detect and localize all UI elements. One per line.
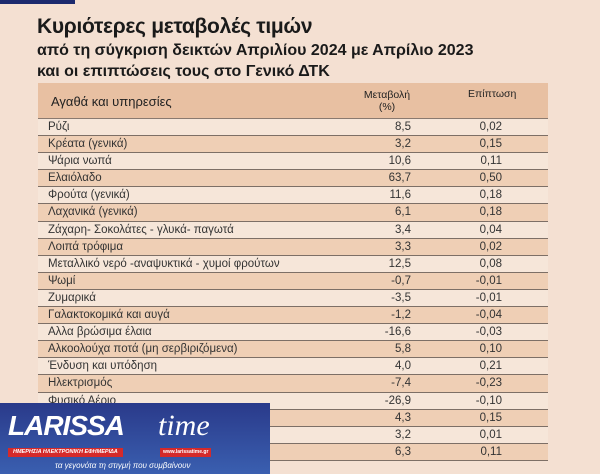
subtitle-1: από τη σύγκριση δεικτών Απριλίου 2024 με… bbox=[37, 42, 474, 59]
change-value: -7,4 bbox=[391, 377, 411, 390]
logo-name2: time bbox=[158, 409, 210, 442]
logo-url: www.larissatime.gr bbox=[160, 448, 212, 457]
impact-value: 0,15 bbox=[479, 138, 502, 151]
change-value: 6,1 bbox=[395, 206, 411, 219]
header-change: Μεταβολή (%) bbox=[363, 89, 411, 113]
change-value: -1,2 bbox=[391, 309, 411, 322]
item-name: Φρούτα (γενικά) bbox=[48, 189, 130, 202]
change-value: 6,3 bbox=[395, 445, 411, 458]
impact-value: -0,23 bbox=[475, 377, 502, 390]
top-accent-bar bbox=[0, 0, 75, 4]
impact-value: 0,21 bbox=[479, 360, 502, 373]
change-value: 10,6 bbox=[388, 155, 411, 168]
change-value: 3,2 bbox=[395, 428, 411, 441]
larissatime-logo: LARISSA time ΗΜΕΡΗΣΙΑ ΗΛΕΚΤΡΟΝΙΚΗ ΕΦΗΜΕΡ… bbox=[0, 403, 270, 474]
change-value: 4,0 bbox=[395, 360, 411, 373]
change-value: 11,6 bbox=[389, 189, 411, 202]
item-name: Ψάρια νωπά bbox=[48, 155, 112, 168]
item-name: Ένδυση και υπόδηση bbox=[48, 360, 158, 373]
impact-value: 0,01 bbox=[479, 428, 502, 441]
change-value: 63,7 bbox=[388, 172, 411, 185]
impact-value: -0,10 bbox=[475, 394, 502, 407]
impact-value: -0,01 bbox=[475, 291, 502, 304]
item-name: Ελαιόλαδο bbox=[48, 172, 102, 185]
table-row: Μεταλλικό νερό -αναψυκτικά - χυμοί φρούτ… bbox=[38, 255, 548, 273]
item-name: Ζυμαρικά bbox=[48, 291, 96, 304]
impact-value: 0,50 bbox=[479, 172, 502, 185]
change-value: -26,9 bbox=[384, 394, 411, 407]
item-name: Ψωμί bbox=[48, 274, 76, 287]
item-name: Αλλα βρώσιμα έλαια bbox=[48, 326, 152, 339]
change-value: -0,7 bbox=[391, 274, 411, 287]
change-value: 3,2 bbox=[395, 138, 411, 151]
table-row: Φρούτα (γενικά) 11,6 0,18 bbox=[38, 187, 548, 205]
item-name: Ρύζι bbox=[48, 121, 70, 133]
table-row: Λοιπά τρόφιμα 3,3 0,02 bbox=[38, 238, 548, 256]
impact-value: 0,18 bbox=[479, 189, 502, 202]
table-header: Αγαθά και υπηρεσίες Μεταβολή (%) Επίπτωσ… bbox=[38, 83, 548, 119]
header-goods: Αγαθά και υπηρεσίες bbox=[51, 94, 172, 109]
impact-value: 0,04 bbox=[479, 223, 502, 236]
impact-value: 0,11 bbox=[480, 445, 502, 458]
item-name: Μεταλλικό νερό -αναψυκτικά - χυμοί φρούτ… bbox=[48, 257, 280, 270]
table-row: Γαλακτοκομικά και αυγά -1,2 -0,04 bbox=[38, 307, 548, 325]
table-row: Κρέατα (γενικά) 3,2 0,15 bbox=[38, 136, 548, 154]
item-name: Ηλεκτρισμός bbox=[48, 377, 113, 390]
impact-value: -0,04 bbox=[475, 309, 502, 322]
table-row: Λαχανικά (γενικά) 6,1 0,18 bbox=[38, 204, 548, 222]
subtitle-2: και οι επιπτώσεις τους στο Γενικό ΔΤΚ bbox=[37, 63, 330, 80]
change-value: -16,6 bbox=[384, 326, 411, 339]
table-row: Ρύζι 8,5 0,02 bbox=[38, 119, 548, 137]
change-value: 5,8 bbox=[395, 343, 411, 356]
item-name: Κρέατα (γενικά) bbox=[48, 138, 128, 151]
impact-value: 0,02 bbox=[479, 121, 502, 133]
logo-slogan: τα γεγονότα τη στιγμή που συμβαίνουν bbox=[55, 461, 191, 470]
change-value: 3,4 bbox=[395, 223, 411, 236]
logo-name: LARISSA bbox=[8, 410, 125, 441]
table-row: Ελαιόλαδο 63,7 0,50 bbox=[38, 170, 548, 188]
item-name: Ζάχαρη- Σοκολάτες - γλυκά- παγωτά bbox=[48, 223, 234, 236]
impact-value: 0,10 bbox=[479, 343, 502, 356]
impact-value: 0,02 bbox=[479, 240, 502, 253]
impact-value: 0,11 bbox=[480, 155, 502, 168]
change-value: 8,5 bbox=[395, 121, 411, 133]
item-name: Αλκοολούχα ποτά (μη σερβιριζόμενα) bbox=[48, 343, 238, 356]
table-row: Ψωμί -0,7 -0,01 bbox=[38, 272, 548, 290]
change-value: 12,5 bbox=[388, 257, 411, 270]
logo-tagline: ΗΜΕΡΗΣΙΑ ΗΛΕΚΤΡΟΝΙΚΗ ΕΦΗΜΕΡΙΔΑ bbox=[8, 448, 123, 457]
impact-value: 0,18 bbox=[479, 206, 502, 219]
impact-value: -0,03 bbox=[475, 326, 502, 339]
page-title: Κυριότερες μεταβολές τιμών bbox=[37, 15, 313, 38]
header-impact: Επίπτωση bbox=[468, 88, 517, 100]
table-row: Αλκοολούχα ποτά (μη σερβιριζόμενα) 5,8 0,1… bbox=[38, 341, 548, 359]
item-name: Λαχανικά (γενικά) bbox=[48, 206, 138, 219]
table-row: Αλλα βρώσιμα έλαια -16,6 -0,03 bbox=[38, 324, 548, 342]
table-row: Ζυμαρικά -3,5 -0,01 bbox=[38, 289, 548, 308]
item-name: Γαλακτοκομικά και αυγά bbox=[48, 309, 170, 322]
table-row: Ζάχαρη- Σοκολάτες - γλυκά- παγωτά 3,4 0,04 bbox=[38, 221, 548, 239]
change-value: 3,3 bbox=[395, 240, 411, 253]
impact-value: 0,08 bbox=[479, 257, 502, 270]
table-row: Ηλεκτρισμός -7,4 -0,23 bbox=[38, 375, 548, 393]
change-value: -3,5 bbox=[391, 291, 411, 304]
impact-value: 0,15 bbox=[479, 411, 502, 424]
table-row: Ένδυση και υπόδηση 4,0 0,21 bbox=[38, 358, 548, 376]
change-value: 4,3 bbox=[395, 411, 411, 424]
table-row: Ψάρια νωπά 10,6 0,11 bbox=[38, 153, 548, 171]
item-name: Λοιπά τρόφιμα bbox=[48, 240, 124, 253]
impact-value: -0,01 bbox=[475, 274, 502, 287]
